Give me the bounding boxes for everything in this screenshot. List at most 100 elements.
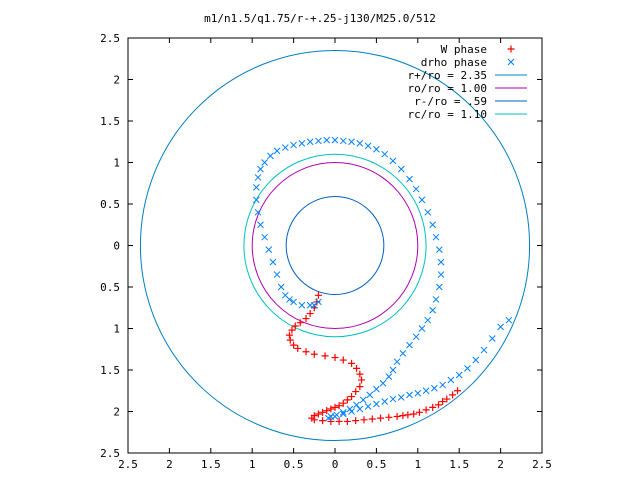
w-phase-point — [368, 415, 376, 423]
drho-phase-point — [356, 405, 364, 413]
w-phase-point — [356, 383, 364, 391]
chart-title: m1/n1.5/q1.75/r-+.25-j130/M25.0/512 — [204, 12, 436, 25]
w-phase-point — [296, 319, 304, 327]
w-phase-point — [348, 359, 356, 367]
reference-circles — [139, 49, 531, 442]
w-phase-point — [319, 417, 327, 425]
w-phase-point — [314, 410, 322, 418]
drho-phase-point — [353, 401, 360, 409]
drho-phase-point — [464, 364, 471, 372]
y-tick-label: 1.5 — [100, 364, 120, 377]
x-tick-label: 2 — [497, 458, 504, 471]
drho-phase-point — [339, 408, 347, 416]
w-phase-point — [393, 412, 401, 420]
drho-phase-point — [399, 350, 407, 357]
drho-phase-point — [273, 271, 281, 278]
drho-phase-point — [397, 165, 405, 173]
y-tick-label: 1 — [113, 157, 120, 170]
drho-phase-point — [435, 283, 443, 291]
w-phase-point — [429, 403, 437, 411]
w-phase-point — [302, 348, 310, 356]
drho-phase-point — [429, 221, 437, 229]
drho-phase-point — [339, 410, 347, 418]
drho-phase-point — [505, 316, 513, 324]
w-phase-point — [339, 399, 347, 407]
drho-phase-point — [414, 389, 422, 397]
drho-phase-point — [325, 414, 332, 422]
drho-phase-point — [406, 175, 413, 183]
drho-phase-point — [366, 391, 374, 399]
drho-phase-point — [429, 306, 437, 314]
circle-r-1 — [251, 162, 419, 329]
w-phase-point — [360, 416, 368, 424]
y-tick-label: 0 — [113, 240, 120, 253]
drho-phase-point — [418, 196, 426, 204]
x-tick-label: 0.5 — [284, 458, 304, 471]
w-phase-point — [410, 410, 418, 418]
drho-phase-point — [364, 403, 372, 410]
w-phase-point — [352, 388, 360, 396]
drho-phase-point — [306, 301, 314, 309]
drho-phase-point — [254, 174, 262, 181]
drho-phase-point — [281, 144, 289, 151]
w-phase-point — [339, 356, 347, 364]
w-phase-point — [310, 350, 318, 358]
drho-phase-point — [252, 196, 260, 204]
x-tick-label: 1.5 — [201, 458, 221, 471]
w-phase-point — [331, 354, 339, 362]
drho-phase-point — [356, 140, 364, 147]
data-series — [252, 136, 513, 425]
drho-phase-point — [331, 413, 339, 420]
y-tick-label: 0.5 — [100, 281, 120, 294]
w-phase-point — [435, 401, 442, 409]
drho-phase-point — [331, 136, 339, 144]
x-tick-label: 2.5 — [532, 458, 552, 471]
w-phase-point — [291, 322, 299, 330]
w-phase-point — [443, 395, 451, 403]
drho-phase-point — [424, 316, 432, 324]
x-tick-label: 1 — [414, 458, 421, 471]
drho-phase-point — [424, 208, 432, 216]
drho-phase-point — [412, 185, 420, 193]
w-phase-point — [286, 336, 294, 344]
w-phase-point — [357, 376, 365, 384]
legend-cross-sample — [507, 58, 515, 66]
drho-phase-point — [437, 258, 445, 266]
y-tick-label: 2.5 — [100, 32, 120, 45]
drho-phase-point — [389, 395, 397, 403]
drho-phase-point — [373, 145, 380, 153]
w-phase-point — [306, 310, 314, 318]
y-tick-label: 1.5 — [100, 115, 120, 128]
drho-phase-point — [379, 379, 387, 387]
w-phase-point — [353, 364, 361, 372]
drho-phase-point — [257, 221, 264, 229]
drho-phase-point — [432, 296, 440, 303]
w-phase-point — [314, 291, 322, 299]
x-tick-label: 0.5 — [366, 458, 386, 471]
w-phase-point — [454, 387, 462, 395]
drho-phase-point — [447, 376, 455, 384]
drho-phase-point — [315, 137, 322, 145]
x-tick-label: 0 — [332, 458, 339, 471]
drho-phase-point — [389, 366, 397, 374]
w-phase-point — [439, 398, 447, 406]
series-drho-phase — [252, 136, 513, 422]
w-phase-point — [290, 341, 298, 349]
drho-phase-point — [277, 283, 285, 291]
w-phase-point — [399, 412, 407, 420]
drho-phase-point — [480, 346, 488, 354]
drho-phase-point — [389, 157, 397, 165]
legend-label: drho phase — [421, 56, 487, 69]
drho-phase-point — [373, 385, 380, 393]
drho-phase-point — [252, 184, 260, 191]
drho-phase-point — [497, 323, 504, 331]
drho-phase-point — [437, 271, 445, 278]
drho-phase-point — [261, 233, 268, 241]
w-phase-point — [335, 417, 343, 425]
legend-label: W phase — [441, 43, 487, 56]
drho-phase-point — [254, 208, 262, 216]
drho-phase-point — [348, 138, 355, 146]
w-phase-point — [335, 402, 343, 410]
